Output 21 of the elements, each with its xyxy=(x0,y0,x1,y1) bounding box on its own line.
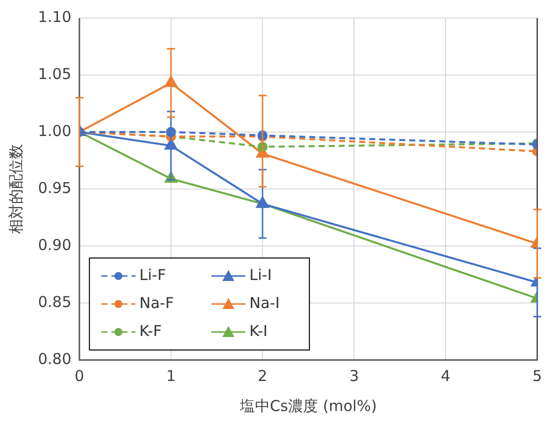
y-tick-label: 1.10 xyxy=(38,8,72,26)
x-tick-label: 4 xyxy=(440,366,450,385)
x-axis-title: 塩中Cs濃度 (mol%) xyxy=(238,396,377,415)
legend-label: Na-I xyxy=(249,294,280,312)
legend-label: Li-I xyxy=(249,266,272,284)
legend-label: K-F xyxy=(139,322,162,340)
legend-label: Li-F xyxy=(139,266,166,284)
x-tick-label: 0 xyxy=(74,366,84,385)
y-tick-label: 1.05 xyxy=(38,64,72,83)
y-tick-label: 0.95 xyxy=(38,178,72,197)
legend-label: Na-F xyxy=(139,294,174,312)
x-tick-label: 5 xyxy=(532,366,542,385)
legend-label: K-I xyxy=(249,322,268,340)
y-tick-label: 1.00 xyxy=(38,122,72,140)
x-tick-label: 3 xyxy=(349,366,359,385)
y-tick-label: 0.85 xyxy=(38,292,72,311)
x-tick-label: 1 xyxy=(166,366,176,385)
y-tick-label: 0.90 xyxy=(38,236,72,254)
y-tick-label: 0.80 xyxy=(38,350,72,368)
x-tick-label: 2 xyxy=(258,366,268,385)
y-axis-title: 相対的配位数 xyxy=(6,144,25,234)
